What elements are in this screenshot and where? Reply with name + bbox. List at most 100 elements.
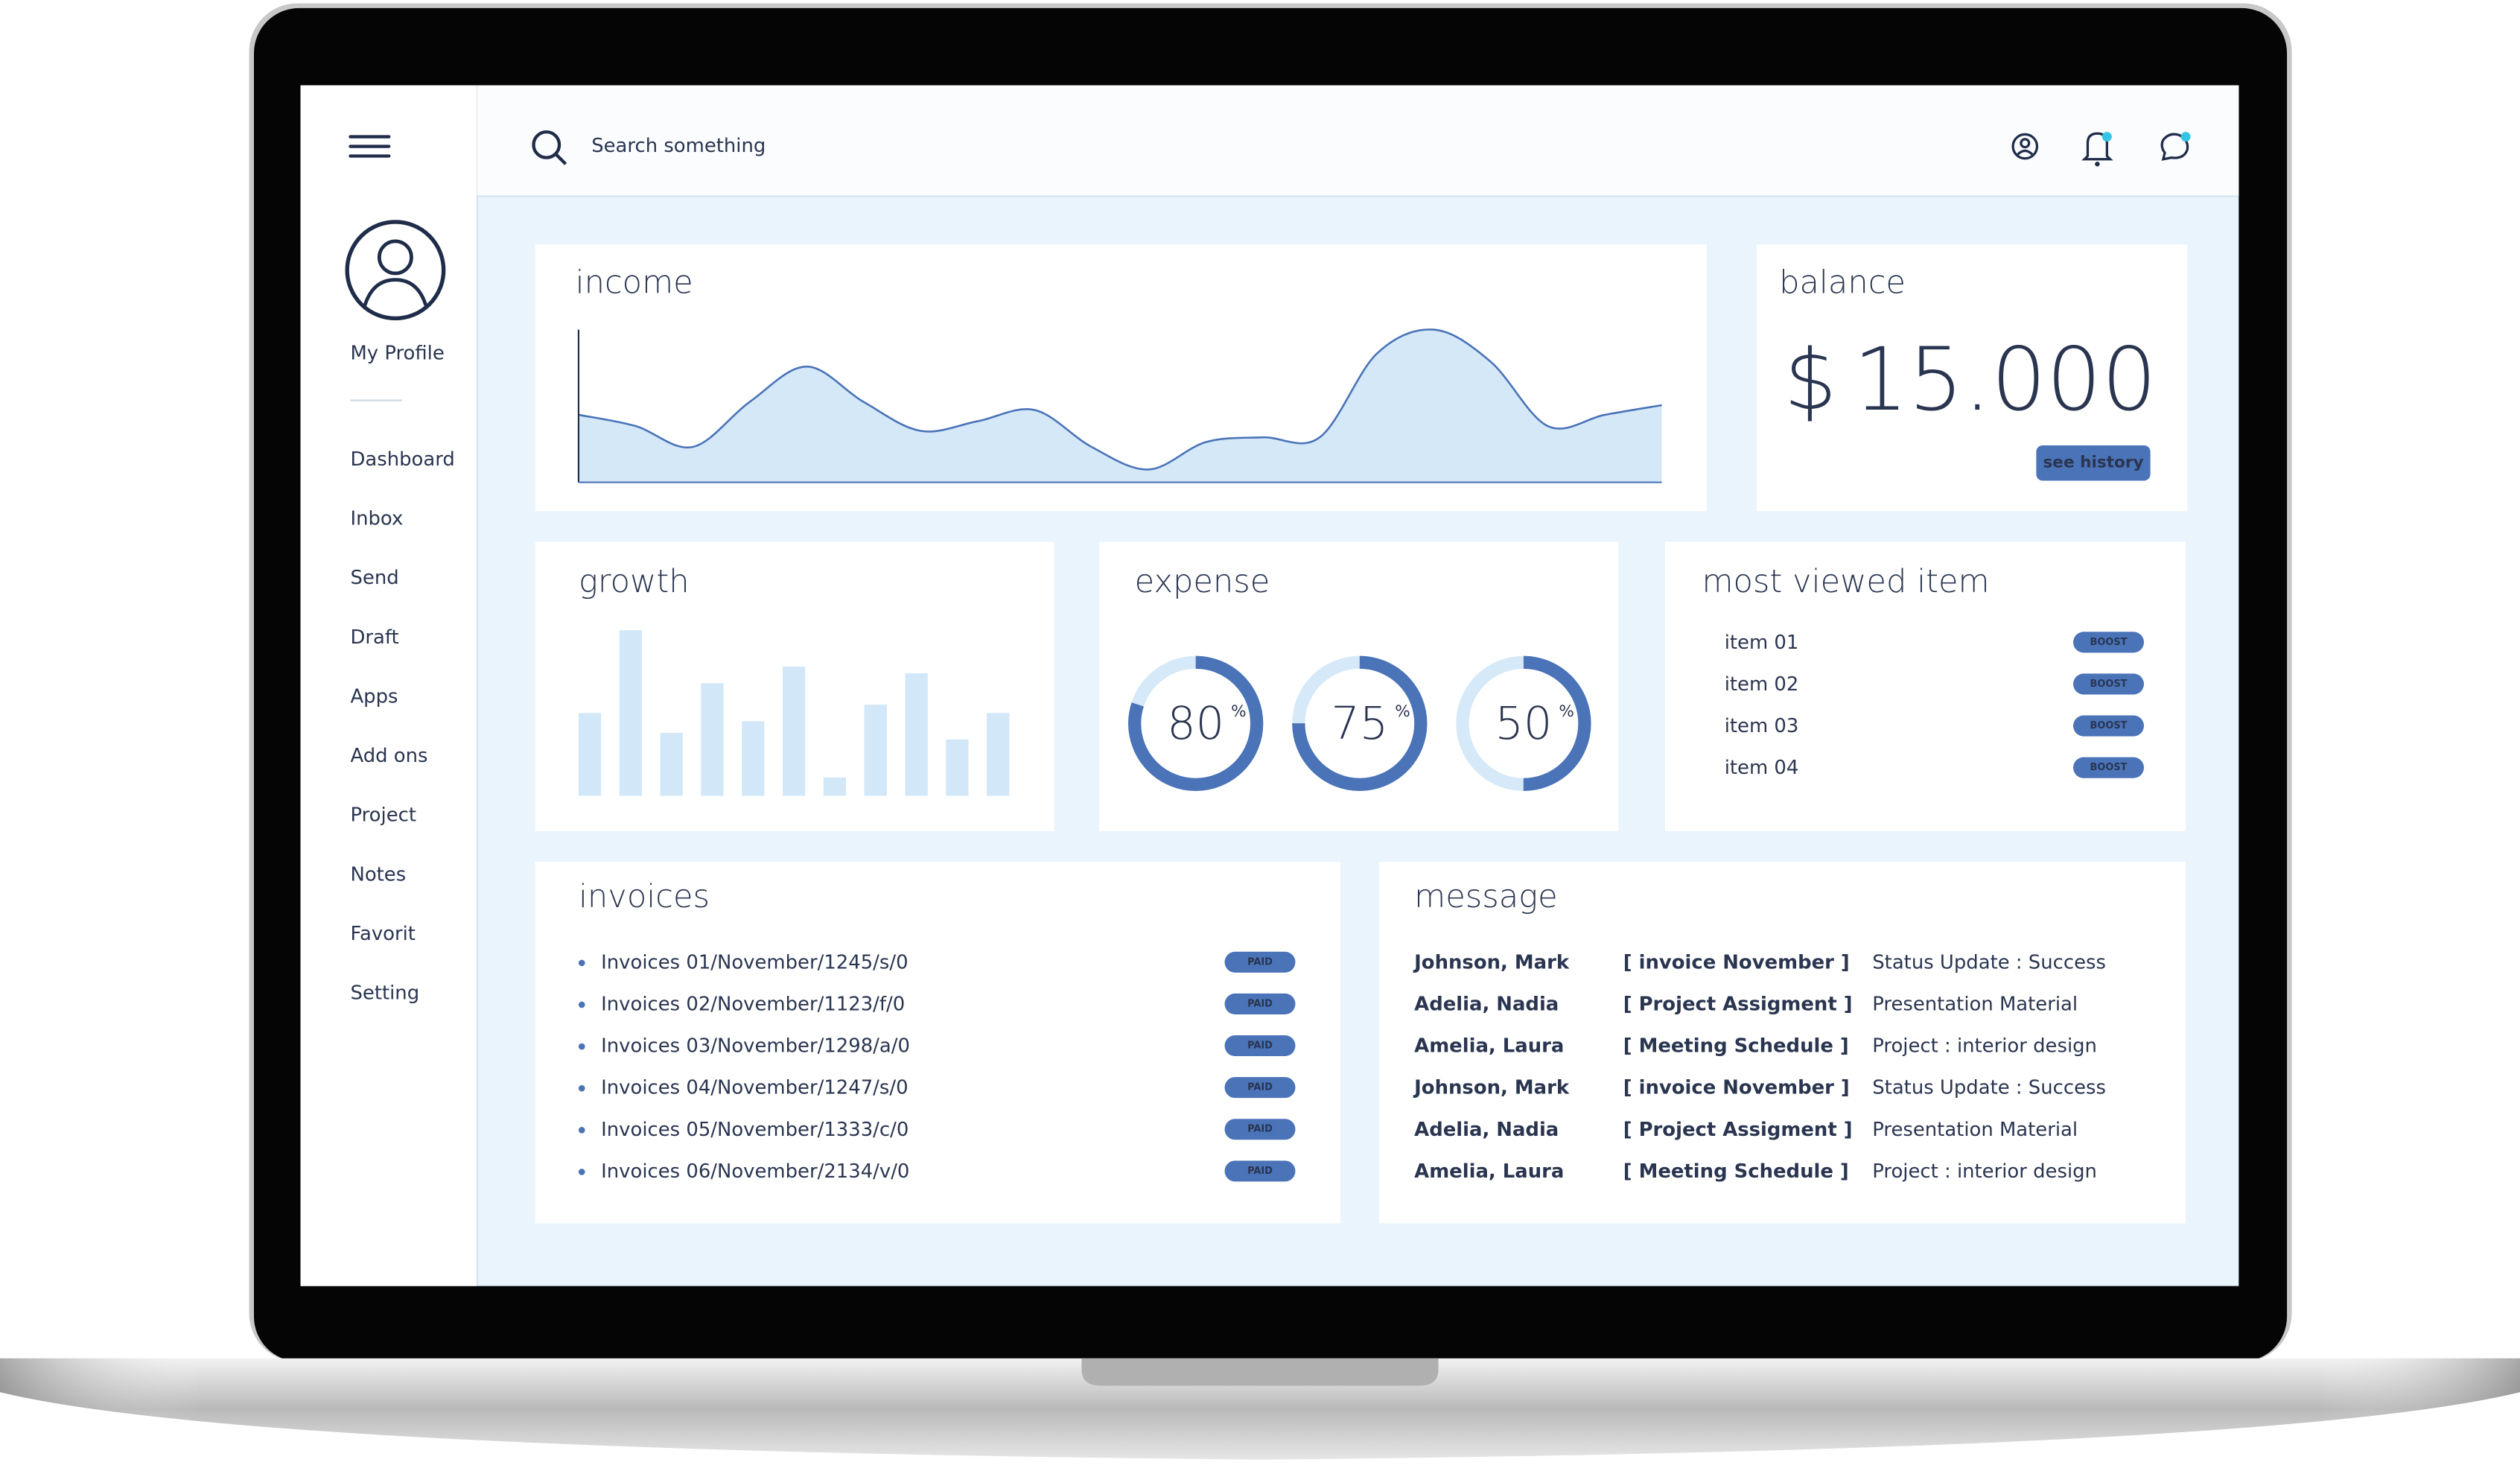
bullet	[578, 1127, 585, 1134]
donut-unit: %	[1395, 702, 1410, 721]
sender[interactable]: Johnson, Mark	[1413, 1077, 1570, 1099]
paid-badge	[1224, 951, 1296, 973]
growth-bar	[783, 667, 806, 796]
growth-bar	[578, 713, 602, 796]
subject: [ Project Assigment ]	[1623, 993, 1853, 1015]
growth-bar	[701, 683, 724, 796]
item-name: item 01	[1725, 632, 1799, 654]
avatar[interactable]	[345, 220, 446, 321]
donut-value: 75	[1331, 698, 1388, 750]
see-history-button[interactable]	[2036, 445, 2151, 481]
item-name: item 04	[1725, 757, 1799, 779]
user-icon[interactable]	[2011, 133, 2039, 160]
panel-title: income	[576, 264, 693, 302]
donut-value: 80	[1167, 698, 1224, 750]
sender[interactable]: Adelia, Nadia	[1414, 1119, 1559, 1141]
header	[477, 85, 2239, 197]
menu-icon[interactable]	[349, 135, 391, 158]
donut-value: 50	[1495, 698, 1553, 750]
boost-button[interactable]	[2073, 757, 2144, 778]
growth-bar	[987, 713, 1010, 796]
growth-bar	[619, 630, 642, 796]
nav-item[interactable]: Send	[350, 567, 398, 589]
nav-item[interactable]: Notes	[350, 863, 406, 886]
panel-title: message	[1414, 878, 1557, 915]
preview: Status Update : Success	[1872, 951, 2106, 973]
paid-badge	[1224, 993, 1296, 1014]
sender[interactable]: Adelia, Nadia	[1414, 993, 1559, 1015]
invoice-name[interactable]: Invoices 03/November/1298/a/0	[601, 1035, 910, 1058]
donut-unit: %	[1559, 702, 1574, 721]
subject: [ invoice November ]	[1623, 951, 1850, 973]
donut-unit: %	[1231, 702, 1247, 721]
button-label[interactable]: BOOST	[2090, 679, 2128, 690]
sender[interactable]: Johnson, Mark	[1413, 951, 1570, 973]
growth-bar	[660, 732, 683, 796]
invoice-name[interactable]: Invoices 05/November/1333/c/0	[601, 1119, 909, 1141]
panel-title: balance	[1779, 264, 1906, 302]
subject: [ invoice November ]	[1623, 1077, 1850, 1099]
donut-arc	[1456, 655, 1591, 791]
invoice-name[interactable]: Invoices 06/November/2134/v/0	[601, 1160, 909, 1183]
item-name: item 02	[1725, 673, 1799, 696]
badge-label: PAID	[1247, 1166, 1273, 1177]
balance-amount: 15.000	[1854, 330, 2157, 431]
growth-bar	[742, 721, 765, 796]
nav-item[interactable]: Project	[350, 804, 416, 827]
bullet	[578, 1001, 585, 1008]
income-area	[578, 329, 1662, 483]
subject: [ Project Assigment ]	[1623, 1119, 1853, 1141]
sender[interactable]: Amelia, Laura	[1414, 1160, 1564, 1183]
boost-button[interactable]	[2073, 632, 2144, 653]
badge-label: PAID	[1247, 998, 1273, 1009]
button-label[interactable]: BOOST	[2090, 637, 2128, 648]
button-label[interactable]: BOOST	[2090, 762, 2128, 773]
bell-icon[interactable]	[2081, 132, 2113, 167]
bullet	[578, 1043, 585, 1050]
invoice-name[interactable]: Invoices 01/November/1245/s/0	[601, 951, 908, 973]
nav-item[interactable]: Add ons	[350, 745, 427, 767]
subject: [ Meeting Schedule ]	[1623, 1160, 1849, 1183]
boost-button[interactable]	[2073, 673, 2144, 695]
search-icon[interactable]	[532, 130, 567, 165]
nav-item[interactable]: Draft	[350, 626, 398, 649]
chat-icon[interactable]	[2160, 132, 2191, 161]
preview: Presentation Material	[1872, 1119, 2078, 1141]
paid-badge	[1224, 1035, 1296, 1057]
search-input[interactable]: Search something	[591, 135, 766, 157]
nav-item[interactable]: Apps	[350, 685, 398, 708]
currency: $	[1784, 332, 1837, 429]
invoice-name[interactable]: Invoices 04/November/1247/s/0	[601, 1077, 908, 1099]
donut-arc	[1128, 655, 1264, 791]
growth-bar	[905, 673, 928, 796]
laptop-notch	[1081, 1358, 1439, 1386]
invoice-name[interactable]: Invoices 02/November/1123/f/0	[601, 993, 905, 1015]
badge-label: PAID	[1247, 1082, 1273, 1093]
badge-label: PAID	[1247, 1124, 1273, 1135]
nav-item[interactable]: Setting	[350, 982, 419, 1005]
growth-bar	[946, 739, 969, 796]
profile-label[interactable]: My Profile	[350, 342, 444, 364]
nav-item[interactable]: Favorit	[350, 923, 415, 945]
badge-label: PAID	[1247, 1040, 1273, 1052]
button-label[interactable]: BOOST	[2090, 720, 2128, 731]
boost-button[interactable]	[2073, 715, 2144, 737]
panel-title: growth	[579, 563, 690, 600]
nav-item[interactable]: Inbox	[350, 508, 403, 530]
nav-item[interactable]: Dashboard	[350, 448, 454, 471]
panel-title: most viewed item	[1702, 563, 1989, 600]
preview: Presentation Material	[1872, 993, 2078, 1015]
bullet	[578, 959, 585, 967]
badge-label: PAID	[1247, 956, 1273, 968]
paid-badge	[1224, 1077, 1296, 1099]
button-label[interactable]: see history	[2043, 454, 2143, 472]
preview: Project : interior design	[1872, 1035, 2097, 1058]
preview: Status Update : Success	[1872, 1077, 2106, 1099]
subject: [ Meeting Schedule ]	[1623, 1035, 1849, 1058]
panel-title: expense	[1135, 563, 1270, 600]
paid-badge	[1224, 1160, 1296, 1182]
income-line	[578, 328, 1662, 471]
sender[interactable]: Amelia, Laura	[1414, 1035, 1564, 1058]
